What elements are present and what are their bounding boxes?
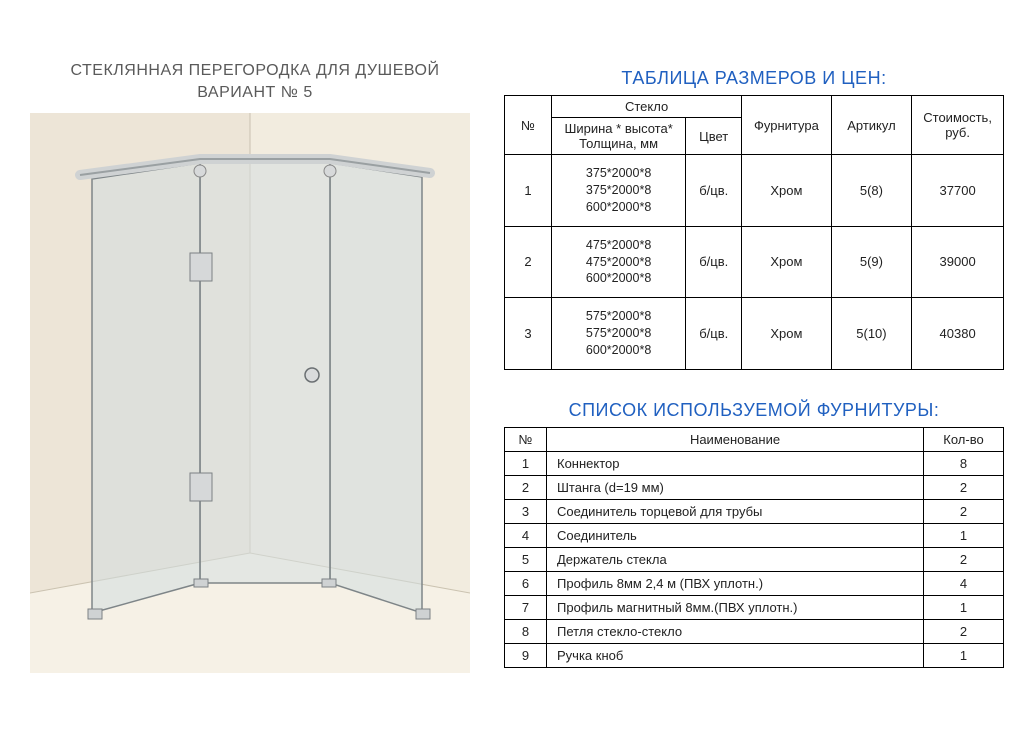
cell-name: Коннектор <box>547 451 924 475</box>
cell-price: 40380 <box>912 298 1004 370</box>
table-row: 3575*2000*8575*2000*8600*2000*8б/цв.Хром… <box>505 298 1004 370</box>
col-fittings: Фурнитура <box>742 96 832 155</box>
sizes-table: № Стекло Фурнитура Артикул Стоимость, ру… <box>504 95 1004 370</box>
table-row: 7Профиль магнитный 8мм.(ПВХ уплотн.)1 <box>505 595 1004 619</box>
hcol-qty: Кол-во <box>924 427 1004 451</box>
cell-color: б/цв. <box>686 155 742 227</box>
cell-name: Петля стекло-стекло <box>547 619 924 643</box>
left-panel: СТЕКЛЯННАЯ ПЕРЕГОРОДКА ДЛЯ ДУШЕВОЙ ВАРИА… <box>30 60 480 673</box>
cell-name: Держатель стекла <box>547 547 924 571</box>
cell-name: Профиль 8мм 2,4 м (ПВХ уплотн.) <box>547 571 924 595</box>
cell-art: 5(8) <box>831 155 912 227</box>
hardware-head: № Наименование Кол-во <box>505 427 1004 451</box>
table-row: 8Петля стекло-стекло2 <box>505 619 1004 643</box>
cell-qty: 4 <box>924 571 1004 595</box>
cell-n: 2 <box>505 226 552 298</box>
cell-color: б/цв. <box>686 298 742 370</box>
product-title: СТЕКЛЯННАЯ ПЕРЕГОРОДКА ДЛЯ ДУШЕВОЙ ВАРИА… <box>30 60 480 105</box>
cell-name: Профиль магнитный 8мм.(ПВХ уплотн.) <box>547 595 924 619</box>
cell-dims: 575*2000*8575*2000*8600*2000*8 <box>551 298 685 370</box>
col-article: Артикул <box>831 96 912 155</box>
col-price: Стоимость, руб. <box>912 96 1004 155</box>
table-row: 1Коннектор8 <box>505 451 1004 475</box>
cell-fit: Хром <box>742 298 832 370</box>
cell-qty: 8 <box>924 451 1004 475</box>
hcol-num: № <box>505 427 547 451</box>
cell-n: 5 <box>505 547 547 571</box>
product-diagram <box>30 113 470 673</box>
right-panel: ТАБЛИЦА РАЗМЕРОВ И ЦЕН: № Стекло Фурниту… <box>504 68 1004 668</box>
col-num: № <box>505 96 552 155</box>
cell-name: Соединитель <box>547 523 924 547</box>
cell-name: Штанга (d=19 мм) <box>547 475 924 499</box>
table-row: 5Держатель стекла2 <box>505 547 1004 571</box>
cell-price: 39000 <box>912 226 1004 298</box>
cell-qty: 1 <box>924 523 1004 547</box>
table-row: 6Профиль 8мм 2,4 м (ПВХ уплотн.)4 <box>505 571 1004 595</box>
cell-qty: 2 <box>924 619 1004 643</box>
cell-fit: Хром <box>742 155 832 227</box>
cell-dims: 475*2000*8475*2000*8600*2000*8 <box>551 226 685 298</box>
cell-qty: 2 <box>924 547 1004 571</box>
shower-enclosure-svg <box>30 113 470 673</box>
cell-n: 7 <box>505 595 547 619</box>
col-dims: Ширина * высота* Толщина, мм <box>551 118 685 155</box>
cell-qty: 2 <box>924 475 1004 499</box>
table-row: 4Соединитель1 <box>505 523 1004 547</box>
cell-n: 1 <box>505 155 552 227</box>
cell-n: 1 <box>505 451 547 475</box>
col-glass-group: Стекло <box>551 96 741 118</box>
title-line2: ВАРИАНТ № 5 <box>30 82 480 104</box>
cell-art: 5(9) <box>831 226 912 298</box>
cell-n: 6 <box>505 571 547 595</box>
cell-dims: 375*2000*8375*2000*8600*2000*8 <box>551 155 685 227</box>
cell-fit: Хром <box>742 226 832 298</box>
sizes-head-row1: № Стекло Фурнитура Артикул Стоимость, ру… <box>505 96 1004 118</box>
hcol-name: Наименование <box>547 427 924 451</box>
cell-price: 37700 <box>912 155 1004 227</box>
cell-qty: 1 <box>924 595 1004 619</box>
table-row: 9Ручка кноб1 <box>505 643 1004 667</box>
table-row: 3Соединитель торцевой для трубы2 <box>505 499 1004 523</box>
cell-name: Соединитель торцевой для трубы <box>547 499 924 523</box>
col-color: Цвет <box>686 118 742 155</box>
cell-n: 3 <box>505 499 547 523</box>
cell-name: Ручка кноб <box>547 643 924 667</box>
title-line1: СТЕКЛЯННАЯ ПЕРЕГОРОДКА ДЛЯ ДУШЕВОЙ <box>30 60 480 82</box>
hardware-heading: СПИСОК ИСПОЛЬЗУЕМОЙ ФУРНИТУРЫ: <box>504 400 1004 421</box>
cell-qty: 1 <box>924 643 1004 667</box>
cell-n: 8 <box>505 619 547 643</box>
hardware-table: № Наименование Кол-во 1Коннектор82Штанга… <box>504 427 1004 668</box>
cell-art: 5(10) <box>831 298 912 370</box>
sizes-heading: ТАБЛИЦА РАЗМЕРОВ И ЦЕН: <box>504 68 1004 89</box>
cell-n: 4 <box>505 523 547 547</box>
cell-color: б/цв. <box>686 226 742 298</box>
table-row: 2Штанга (d=19 мм)2 <box>505 475 1004 499</box>
table-row: 1375*2000*8375*2000*8600*2000*8б/цв.Хром… <box>505 155 1004 227</box>
cell-qty: 2 <box>924 499 1004 523</box>
cell-n: 2 <box>505 475 547 499</box>
hardware-section: СПИСОК ИСПОЛЬЗУЕМОЙ ФУРНИТУРЫ: № Наимено… <box>504 400 1004 668</box>
table-row: 2475*2000*8475*2000*8600*2000*8б/цв.Хром… <box>505 226 1004 298</box>
cell-n: 3 <box>505 298 552 370</box>
cell-n: 9 <box>505 643 547 667</box>
